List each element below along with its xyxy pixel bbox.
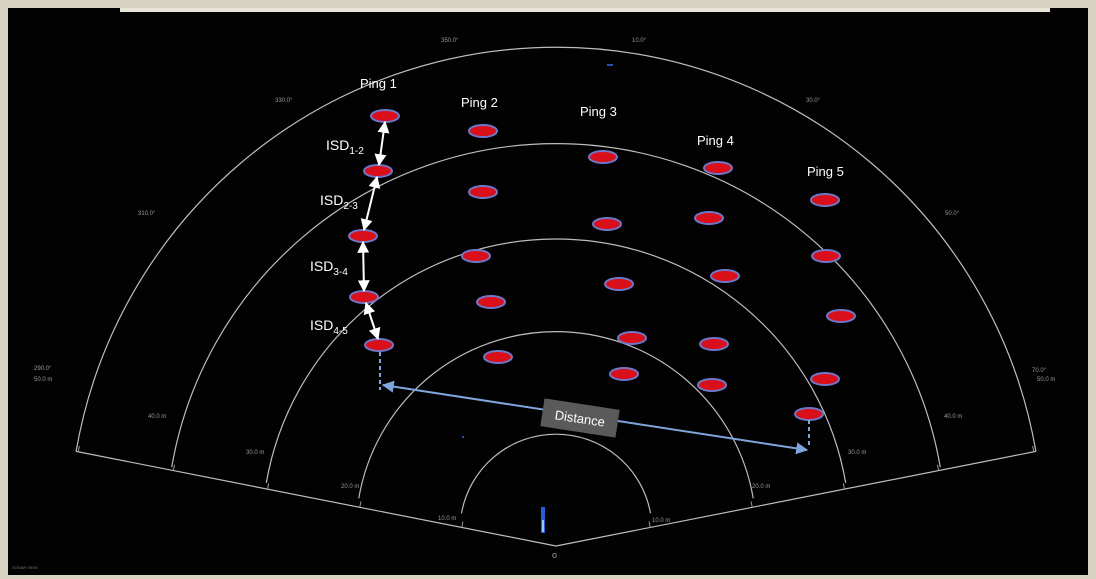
- isd-2-3-arrow: [360, 175, 381, 232]
- target-ping-5[interactable]: [826, 309, 856, 323]
- target-ping-3[interactable]: [609, 367, 639, 381]
- right-range-label-20: 20.0 m: [752, 484, 770, 490]
- target-ping-1[interactable]: [348, 229, 378, 243]
- left-range-label-40: 40.0 m: [148, 414, 166, 420]
- distance-measure: Distance: [379, 352, 810, 455]
- ping-label-3: Ping 3: [580, 104, 617, 119]
- ping-5-targets: [794, 193, 856, 421]
- distance-label-background: [540, 398, 620, 438]
- isd-label-4-5: ISD4-5: [310, 317, 348, 337]
- right-range-label-10: 10.0 m: [652, 518, 670, 524]
- target-ping-2[interactable]: [461, 249, 491, 263]
- target-ping-3[interactable]: [604, 277, 634, 291]
- bearing-label-30: 30.0°: [806, 98, 821, 104]
- sector-edges: [75, 450, 1037, 547]
- screen-top-strip: [120, 8, 1050, 12]
- target-ping-3[interactable]: [617, 331, 647, 345]
- isd-label-2-3: ISD2-3: [320, 192, 358, 212]
- range-tick: [750, 501, 753, 508]
- isd-arrows: [357, 120, 390, 341]
- distance-label-box: Distance: [540, 398, 620, 438]
- ping-label-5: Ping 5: [807, 164, 844, 179]
- ping-label-1: Ping 1: [360, 76, 397, 91]
- target-ping-2[interactable]: [483, 350, 513, 364]
- right-sector-edge: [555, 450, 1037, 547]
- target-ping-1[interactable]: [349, 290, 379, 304]
- ping-label-2: Ping 2: [461, 95, 498, 110]
- right-range-label-50: 50.0 m: [1037, 377, 1055, 383]
- target-ping-5[interactable]: [811, 249, 841, 263]
- left-range-label-20: 20.0 m: [341, 484, 359, 490]
- range-ticks: [77, 445, 1035, 528]
- range-tick: [359, 501, 362, 508]
- range-tick: [461, 521, 464, 528]
- target-ping-5[interactable]: [810, 372, 840, 386]
- left-range-label-30: 30.0 m: [246, 450, 264, 456]
- echo-speck: [607, 64, 613, 66]
- target-ping-3[interactable]: [592, 217, 622, 231]
- target-ping-2[interactable]: [476, 295, 506, 309]
- target-ping-2[interactable]: [468, 124, 498, 138]
- target-ping-4[interactable]: [697, 378, 727, 392]
- left-range-label-50: 50.0 m: [34, 377, 52, 383]
- sonar-screen: [8, 8, 1088, 575]
- range-tick: [172, 464, 176, 471]
- target-ping-2[interactable]: [468, 185, 498, 199]
- right-range-label-40: 40.0 m: [944, 414, 962, 420]
- bearing-label-70: 70.0°: [1032, 368, 1047, 374]
- range-tick: [1032, 445, 1035, 452]
- isd-label-1-2: ISD1-2: [326, 137, 364, 157]
- bearing-label-10: 10.0°: [632, 38, 647, 44]
- range-tick: [936, 464, 940, 471]
- target-ping-4[interactable]: [703, 161, 733, 175]
- bearing-label-50: 50.0°: [945, 211, 960, 217]
- ping-3-targets: [588, 150, 647, 381]
- bearing-label-290: 290.0°: [34, 366, 52, 372]
- origin-marker: o: [552, 550, 557, 560]
- bearing-label-330: 330.0°: [275, 98, 293, 104]
- range-tick: [648, 521, 651, 528]
- bearing-label-310: 310.0°: [138, 211, 156, 217]
- target-ping-1[interactable]: [363, 164, 393, 178]
- isd-1-2-arrow: [374, 120, 390, 167]
- isd-3-4-arrow: [357, 240, 370, 293]
- target-ping-4[interactable]: [699, 337, 729, 351]
- right-range-label-30: 30.0 m: [848, 450, 866, 456]
- target-ping-1[interactable]: [364, 338, 394, 352]
- ping-label-4: Ping 4: [697, 133, 734, 148]
- range-tick: [842, 483, 845, 490]
- ping-2-targets: [461, 124, 513, 364]
- range-ring-3: [265, 238, 847, 484]
- range-tick: [267, 483, 270, 490]
- isd-4-5-arrow: [363, 301, 381, 341]
- bearing-label-350: 350.0°: [441, 38, 459, 44]
- target-ping-4[interactable]: [694, 211, 724, 225]
- target-ping-5[interactable]: [810, 193, 840, 207]
- target-ping-3[interactable]: [588, 150, 618, 164]
- range-ring-4: [171, 143, 941, 468]
- target-ping-4[interactable]: [710, 269, 740, 283]
- isd-label-3-4: ISD3-4: [310, 258, 348, 278]
- echo-streak: [542, 520, 544, 532]
- range-tick: [77, 445, 80, 452]
- target-ping-5[interactable]: [794, 407, 824, 421]
- corner-caption: SONAR VIEW: [12, 565, 38, 570]
- left-range-label-10: 10.0 m: [438, 516, 456, 522]
- left-sector-edge: [75, 450, 557, 547]
- echo-speck: [462, 436, 464, 438]
- target-ping-1[interactable]: [370, 109, 400, 123]
- range-ring-5: [75, 46, 1037, 452]
